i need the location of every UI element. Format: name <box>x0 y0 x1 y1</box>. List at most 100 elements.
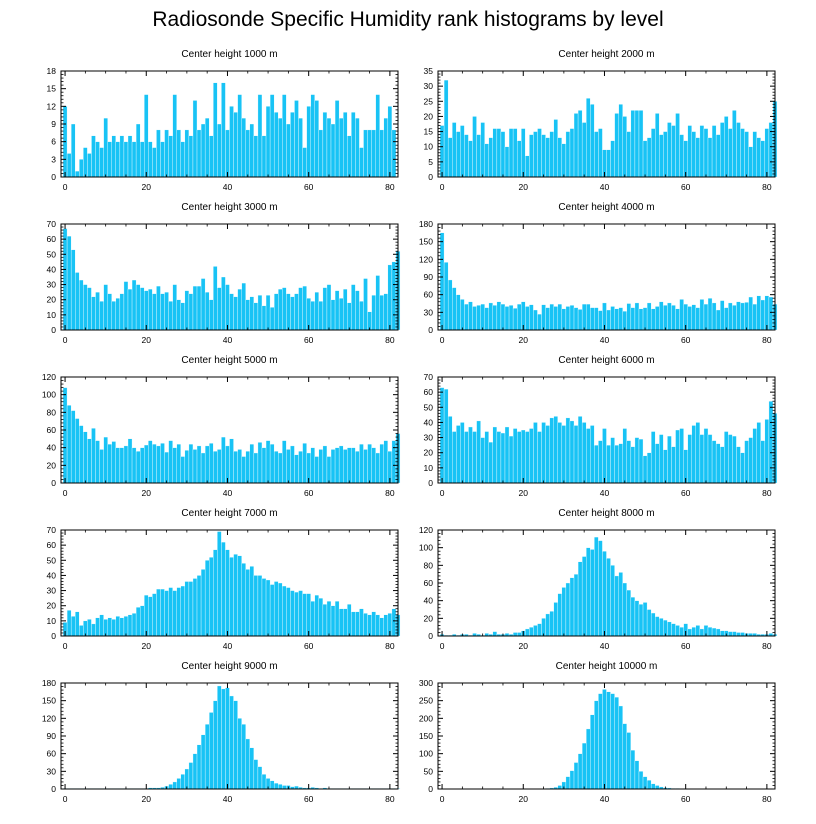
histogram-bar <box>610 565 615 637</box>
y-tick-label: 70 <box>47 219 57 229</box>
y-tick-label: 60 <box>47 425 57 435</box>
x-tick-label: 40 <box>223 794 233 804</box>
histogram-bar <box>298 590 303 637</box>
y-tick-label: 0 <box>51 478 56 488</box>
histogram-bar <box>282 585 287 637</box>
histogram-bar <box>650 431 656 484</box>
histogram-bar <box>237 555 242 637</box>
histogram-bar <box>533 131 538 178</box>
histogram-bar <box>334 600 340 637</box>
histogram-bar <box>371 611 376 637</box>
histogram-bar <box>123 281 129 331</box>
x-tick-label: 20 <box>519 641 529 651</box>
y-tick-label: 70 <box>424 372 434 382</box>
histogram-bar <box>638 110 644 178</box>
y-tick-label: 90 <box>47 731 57 741</box>
y-tick-label: 40 <box>47 264 57 274</box>
histogram-bar <box>91 623 96 637</box>
histogram-bar <box>144 94 149 178</box>
histogram-bar <box>221 82 226 178</box>
y-tick-label: 9 <box>51 119 56 129</box>
histogram-bar <box>95 440 100 484</box>
histogram-bar <box>343 112 348 178</box>
histogram-bar <box>273 782 279 790</box>
histogram-bar <box>699 299 705 331</box>
histogram-bar <box>740 128 745 178</box>
histogram-bar <box>379 294 384 331</box>
histogram-bar <box>192 449 198 484</box>
histogram-bar <box>302 285 307 331</box>
histogram-bar <box>736 632 741 637</box>
histogram-bar <box>249 747 255 790</box>
histogram-bar <box>290 590 295 637</box>
histogram-bar <box>642 602 648 637</box>
histogram-bar <box>282 440 287 484</box>
histogram-bar <box>590 104 595 178</box>
histogram-bar <box>691 304 697 331</box>
histogram-bar <box>367 129 372 178</box>
histogram-bar <box>715 628 721 637</box>
histogram-bar <box>253 759 259 790</box>
histogram-bar <box>261 447 267 484</box>
x-tick-label: 20 <box>142 488 152 498</box>
histogram-bar <box>516 140 522 178</box>
histogram-bar <box>99 614 104 637</box>
histogram-bar <box>756 295 761 331</box>
histogram-bar <box>691 131 697 178</box>
histogram-bar <box>760 299 766 331</box>
histogram-bar <box>553 416 558 484</box>
histogram-bar <box>245 738 250 790</box>
histogram-bar <box>569 128 575 178</box>
histogram-bar <box>241 456 246 484</box>
histogram-bar <box>75 611 80 637</box>
histogram-bar <box>363 449 368 484</box>
histogram-bar <box>355 290 360 331</box>
histogram-bar <box>213 451 218 484</box>
histogram-bar <box>391 261 397 331</box>
histogram-bar <box>500 432 506 484</box>
histogram-bar <box>139 141 145 178</box>
panel-title: Center height 6000 m <box>558 355 654 366</box>
histogram-bar <box>679 428 684 484</box>
histogram-bar <box>439 387 445 484</box>
histogram-bar <box>675 625 680 637</box>
x-tick-label: 80 <box>385 794 395 804</box>
histogram-bar <box>492 128 498 178</box>
histogram-bar <box>148 596 153 637</box>
histogram-bar <box>213 700 218 790</box>
histogram-bar <box>598 440 603 484</box>
histogram-bar <box>557 593 563 637</box>
y-tick-label: 20 <box>424 613 434 623</box>
histogram-bar <box>638 604 644 637</box>
histogram-bar <box>278 452 283 484</box>
histogram-bar <box>168 440 173 484</box>
histogram-bar <box>119 617 125 637</box>
histogram-bar <box>699 434 705 484</box>
histogram-bar <box>225 549 230 637</box>
histogram-bar <box>245 569 250 637</box>
histogram-bar <box>508 305 514 331</box>
histogram-bar <box>79 159 84 178</box>
histogram-bar <box>630 446 636 484</box>
x-tick-label: 60 <box>304 641 314 651</box>
histogram-bar <box>594 444 599 484</box>
x-tick-label: 0 <box>440 794 445 804</box>
histogram-bar <box>525 628 530 637</box>
histogram-bar <box>561 587 567 637</box>
y-tick-label: 40 <box>47 443 57 453</box>
histogram-bar <box>667 122 672 178</box>
histogram-bar <box>602 551 607 637</box>
histogram-bar <box>577 561 583 637</box>
histogram-bar <box>241 724 246 790</box>
histogram-bar <box>748 296 753 331</box>
histogram-bar <box>606 149 611 178</box>
histogram-bar <box>488 441 493 484</box>
histogram-bar <box>553 602 558 637</box>
histogram-bar <box>83 147 88 178</box>
histogram-bar <box>504 426 510 484</box>
histogram-bar <box>115 616 121 637</box>
histogram-bar <box>443 79 449 178</box>
histogram-bar <box>732 631 737 637</box>
histogram-bar <box>180 141 186 178</box>
histogram-bar <box>598 540 603 637</box>
